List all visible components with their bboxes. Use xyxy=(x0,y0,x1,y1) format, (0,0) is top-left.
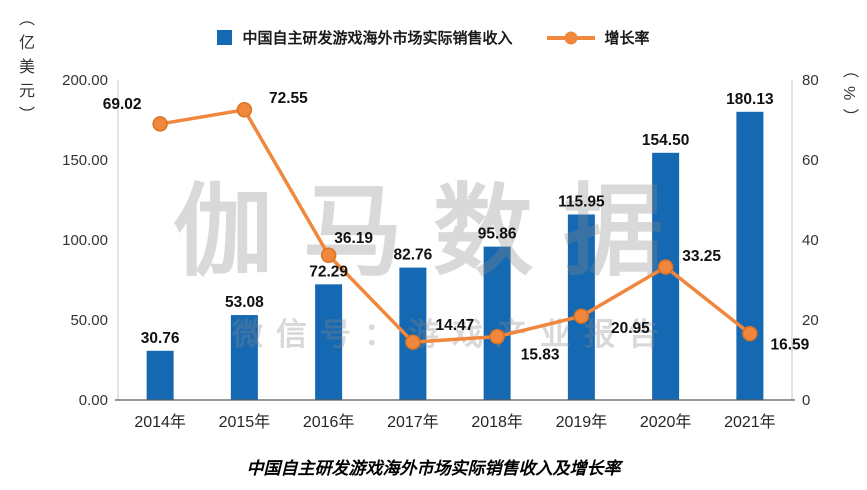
line-point xyxy=(152,116,168,132)
bar xyxy=(652,152,680,400)
growth-line xyxy=(159,108,751,344)
bar xyxy=(146,350,174,400)
right-tick-label: 20 xyxy=(802,312,819,329)
right-tick-label: 0 xyxy=(802,392,810,409)
line-value-label: 14.47 xyxy=(435,317,474,334)
line-point xyxy=(657,259,674,275)
left-tick-label: 100.00 xyxy=(62,232,108,249)
category-label: 2017年 xyxy=(387,413,439,431)
line-point xyxy=(489,328,505,345)
category-label: 2018年 xyxy=(471,413,523,431)
watermark-text: 伽马数据 xyxy=(173,176,693,288)
legend: 中国自主研发游戏海外市场实际销售收入 增长率 xyxy=(0,27,867,48)
line-value-label: 69.02 xyxy=(103,96,142,113)
bar-value-label: 95.86 xyxy=(478,226,517,243)
legend-line-marker-icon xyxy=(564,31,577,44)
legend-bar-swatch xyxy=(217,30,233,45)
line-value-label: 36.19 xyxy=(334,230,373,247)
left-tick-label: 50.00 xyxy=(70,312,108,329)
bar-value-label: 115.95 xyxy=(558,193,605,210)
line-point xyxy=(742,325,758,342)
line-point xyxy=(236,102,253,118)
bar xyxy=(736,111,764,401)
left-tick-label: 200.00 xyxy=(62,72,108,89)
line-point xyxy=(405,334,421,350)
bar-value-label: 180.13 xyxy=(726,91,774,108)
category-label: 2019年 xyxy=(556,413,608,431)
bar xyxy=(315,284,343,400)
watermark-text: 微信号：游戏产业报告 xyxy=(231,317,672,352)
bar xyxy=(567,214,595,400)
line-value-label: 20.95 xyxy=(611,320,650,337)
right-axis-unit: （%） xyxy=(840,62,857,133)
category-label: 2021年 xyxy=(724,413,776,431)
line-value-label: 72.55 xyxy=(269,90,308,107)
category-label: 2020年 xyxy=(640,413,692,431)
line-point xyxy=(573,308,590,324)
bar xyxy=(230,315,258,400)
legend-line-swatch xyxy=(546,31,595,44)
line-value-label: 33.25 xyxy=(682,248,721,265)
line-value-label: 16.59 xyxy=(770,337,809,354)
legend-line-label: 增长率 xyxy=(604,30,650,47)
right-tick-label: 40 xyxy=(802,232,819,249)
bar-value-label: 72.29 xyxy=(309,263,348,280)
chart-title: 中国自主研发游戏海外市场实际销售收入及增长率 xyxy=(246,459,621,478)
bar-value-label: 53.08 xyxy=(225,294,264,311)
right-tick-label: 60 xyxy=(802,152,819,169)
bar xyxy=(483,246,511,400)
line-value-label: 15.83 xyxy=(521,347,560,364)
category-label: 2016年 xyxy=(303,413,355,431)
bar-value-label: 82.76 xyxy=(393,247,432,264)
left-tick-label: 150.00 xyxy=(62,152,108,169)
right-tick-label: 80 xyxy=(802,72,819,89)
category-label: 2015年 xyxy=(219,413,271,431)
left-tick-label: 0.00 xyxy=(79,392,108,409)
bar-value-label: 154.50 xyxy=(642,132,689,149)
legend-bar-label: 中国自主研发游戏海外市场实际销售收入 xyxy=(242,30,513,47)
left-axis-unit: （亿美元） xyxy=(16,10,33,130)
category-label: 2014年 xyxy=(134,413,186,431)
bar-value-label: 30.76 xyxy=(141,330,180,347)
line-point xyxy=(320,247,337,263)
